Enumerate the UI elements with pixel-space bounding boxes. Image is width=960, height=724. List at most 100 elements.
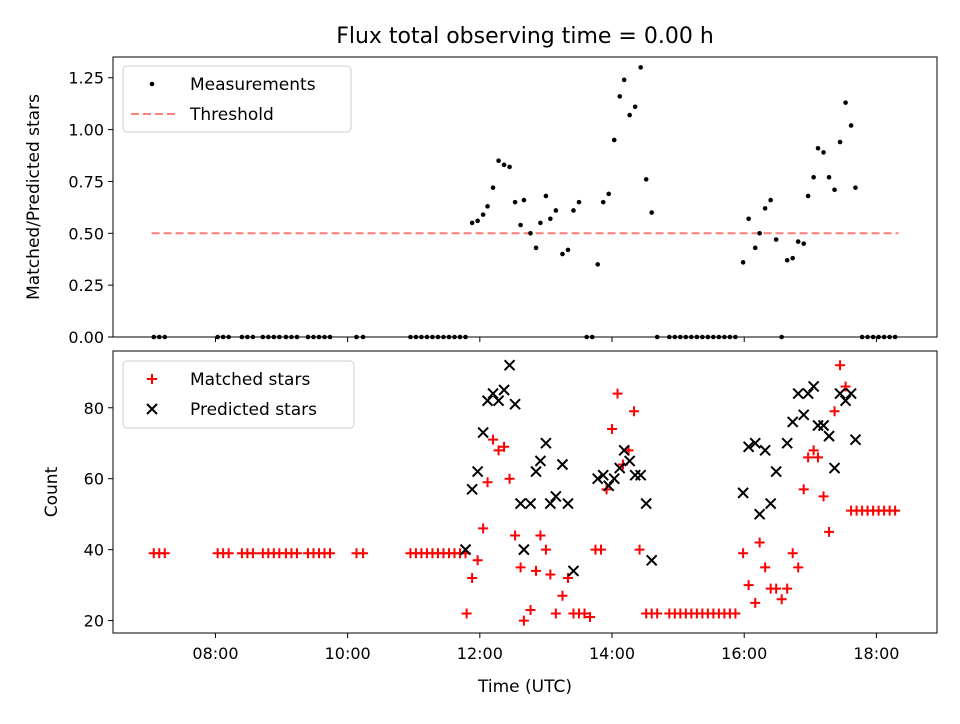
measurement-point bbox=[790, 255, 795, 261]
matched-point bbox=[478, 523, 489, 534]
matched-point bbox=[510, 530, 521, 541]
y-tick-label: 20 bbox=[84, 612, 104, 631]
x-tick-label: 14:00 bbox=[589, 644, 635, 663]
x-tick-label: 18:00 bbox=[853, 644, 899, 663]
measurement-point bbox=[762, 206, 768, 211]
measurement-point bbox=[752, 245, 758, 251]
measurement-point bbox=[311, 334, 316, 340]
measurement-point bbox=[638, 65, 643, 70]
measurement-point bbox=[672, 334, 678, 340]
measurement-point bbox=[700, 334, 705, 340]
measurement-point bbox=[408, 334, 413, 340]
measurement-point bbox=[239, 334, 245, 340]
matched-point bbox=[787, 548, 798, 559]
measurement-point bbox=[490, 185, 496, 190]
measurement-point bbox=[538, 220, 543, 226]
predicted-point bbox=[802, 387, 814, 400]
measurement-point bbox=[316, 334, 322, 340]
predicted-point bbox=[640, 497, 652, 510]
measurement-point bbox=[589, 334, 595, 340]
predicted-point bbox=[608, 472, 620, 485]
predicted-point bbox=[634, 469, 647, 481]
measurement-point bbox=[480, 212, 486, 217]
predicted-point bbox=[534, 455, 547, 467]
measurement-point bbox=[277, 334, 282, 340]
predicted-point bbox=[597, 469, 609, 481]
predicted-point bbox=[812, 419, 824, 432]
measurement-point bbox=[779, 334, 784, 340]
predicted-point bbox=[514, 497, 527, 510]
y-tick-label: 0.25 bbox=[68, 276, 104, 295]
measurement-point bbox=[162, 334, 168, 340]
measurement-point bbox=[711, 334, 716, 340]
measurement-point bbox=[606, 191, 612, 197]
measurement-point bbox=[521, 197, 527, 203]
measurement-point bbox=[156, 334, 162, 340]
predicted-point bbox=[524, 497, 537, 510]
chart-title: Flux total observing time = 0.00 h bbox=[336, 24, 714, 49]
top-legend-box bbox=[122, 65, 352, 133]
measurement-point bbox=[518, 222, 523, 228]
matched-point bbox=[808, 445, 819, 456]
predicted-point bbox=[742, 441, 755, 453]
measurement-point bbox=[507, 164, 512, 170]
measurement-point bbox=[887, 334, 892, 340]
predicted-point bbox=[466, 483, 478, 496]
measurement-point bbox=[870, 334, 876, 340]
measurement-point bbox=[805, 193, 811, 199]
matched-point bbox=[461, 608, 472, 619]
bottom-legend-box bbox=[122, 360, 355, 429]
matched-point bbox=[531, 565, 542, 576]
y-tick-label: 0.50 bbox=[68, 224, 104, 243]
measurement-point bbox=[560, 251, 565, 257]
measurement-point bbox=[716, 334, 722, 340]
matched-point bbox=[652, 608, 663, 619]
predicted-point bbox=[544, 497, 557, 510]
measurement-point bbox=[865, 334, 870, 340]
matched-point bbox=[798, 484, 809, 495]
y-tick-label: 40 bbox=[84, 541, 104, 560]
legend-predicted-marker bbox=[146, 403, 158, 415]
predicted-point bbox=[509, 398, 521, 410]
measurement-point bbox=[740, 260, 746, 265]
predicted-point bbox=[849, 433, 862, 446]
measurement-point bbox=[694, 334, 700, 340]
matched-point bbox=[493, 445, 504, 456]
matched-point bbox=[776, 594, 787, 605]
predicted-point bbox=[618, 444, 630, 457]
matched-point bbox=[515, 562, 526, 573]
measurement-point bbox=[621, 77, 627, 83]
matched-point bbox=[824, 526, 835, 537]
measurement-point bbox=[435, 334, 441, 340]
measurement-point bbox=[876, 334, 881, 340]
matched-point bbox=[612, 388, 623, 399]
measurement-point bbox=[260, 334, 266, 340]
measurement-point bbox=[496, 158, 501, 164]
predicted-point bbox=[567, 565, 580, 577]
predicted-point bbox=[737, 487, 749, 499]
bottom-panel: Count 20 40 60 80 08:00 10:00 12:00 14:00 16:00… bbox=[42, 350, 938, 663]
x-axis-label: Time (UTC) bbox=[477, 677, 572, 697]
predicted-point bbox=[623, 455, 636, 467]
measurement-point bbox=[419, 334, 424, 340]
measurement-point bbox=[678, 334, 683, 340]
top-panel: Matched/Predicted stars 0.00 0.25 0.50 0.75… bbox=[24, 56, 938, 347]
measurement-point bbox=[226, 334, 231, 340]
predicted-point bbox=[498, 384, 510, 396]
predicted-point bbox=[817, 419, 830, 432]
predicted-point bbox=[792, 387, 804, 400]
x-tick-label: 08:00 bbox=[192, 644, 238, 663]
matched-point bbox=[730, 608, 741, 619]
matched-point bbox=[840, 381, 851, 392]
matched-point bbox=[771, 583, 782, 594]
measurement-point bbox=[533, 245, 539, 251]
measurement-point bbox=[424, 334, 430, 340]
measurement-point bbox=[848, 123, 854, 128]
matched-point bbox=[760, 562, 771, 573]
measurement-point bbox=[463, 334, 468, 340]
measurement-point bbox=[843, 100, 848, 105]
measurement-point bbox=[832, 187, 837, 193]
legend-matched-marker bbox=[147, 374, 157, 384]
measurement-point bbox=[565, 247, 571, 253]
